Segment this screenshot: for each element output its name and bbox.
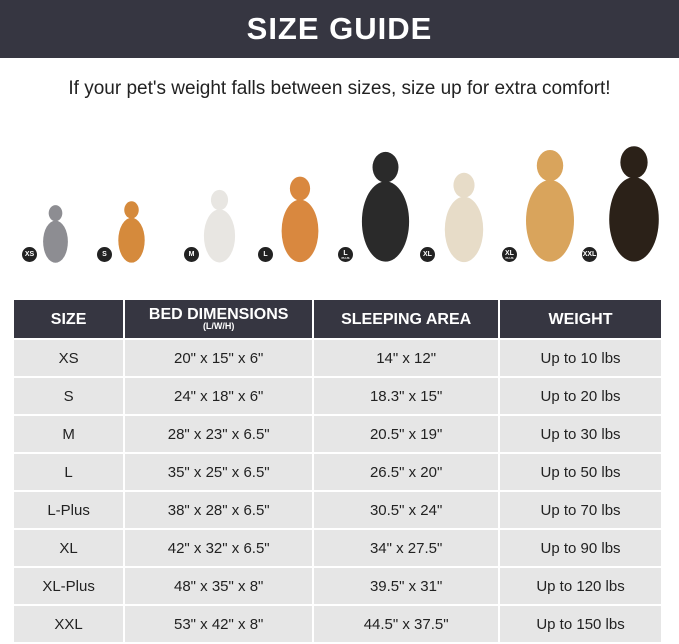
table-cell: 44.5" x 37.5" (314, 606, 499, 642)
badge-sub: PLUS (505, 255, 514, 260)
table-row: XL-Plus 48" x 35" x 8" 39.5" x 31" Up to 12… (14, 568, 661, 604)
badge-label: XS (24, 251, 35, 258)
pet-cat (40, 202, 71, 264)
column-header: WEIGHT (500, 300, 661, 338)
size-badge: XS (22, 247, 37, 262)
pet-doberman (603, 140, 665, 264)
badge-label: L (343, 249, 348, 257)
header-label: WEIGHT (548, 310, 613, 328)
table-cell: Up to 90 lbs (500, 530, 661, 566)
table-cell: XL-Plus (14, 568, 124, 604)
table-cell: XXL (14, 606, 124, 642)
size-badge: M (184, 247, 199, 262)
table-row: XS 20" x 15" x 6" 14" x 12" Up to 10 lbs (14, 340, 661, 376)
table-row: XXL 53" x 42" x 8" 44.5" x 37.5" Up to 150 … (14, 606, 661, 642)
table-cell: 34" x 27.5" (314, 530, 499, 566)
table-cell: S (14, 378, 124, 414)
badge-label: XL (505, 249, 514, 257)
size-badge: XL (420, 247, 435, 262)
size-badge: L PLUS (338, 247, 353, 262)
table-cell: XS (14, 340, 124, 376)
pet-golden-retriever (520, 144, 580, 264)
table-cell: 20" x 15" x 6" (125, 340, 313, 376)
header-label: SLEEPING AREA (341, 310, 472, 328)
table-cell: Up to 150 lbs (500, 606, 661, 642)
table-cell: 30.5" x 24" (314, 492, 499, 528)
pet-french-bulldog (200, 186, 239, 264)
badge-label: L (263, 251, 268, 258)
table-cell: Up to 70 lbs (500, 492, 661, 528)
table-row: L 35" x 25" x 6.5" 26.5" x 20" Up to 50 lbs (14, 454, 661, 490)
column-header: SLEEPING AREA (314, 300, 499, 338)
table-cell: 35" x 25" x 6.5" (125, 454, 313, 490)
table-cell: 26.5" x 20" (314, 454, 499, 490)
table-row: XL 42" x 32" x 6.5" 34" x 27.5" Up to 90 lb… (14, 530, 661, 566)
column-header: BED DIMENSIONS (L/W/H) (125, 300, 313, 338)
size-badge: S (97, 247, 112, 262)
table-cell: Up to 50 lbs (500, 454, 661, 490)
pet-pomeranian (115, 198, 148, 264)
table-cell: 53" x 42" x 8" (125, 606, 313, 642)
badge-label: XL (423, 251, 432, 258)
table-cell: M (14, 416, 124, 452)
header-sub: (L/W/H) (202, 321, 235, 331)
table-cell: 48" x 35" x 8" (125, 568, 313, 604)
table-cell: 42" x 32" x 6.5" (125, 530, 313, 566)
table-cell: L-Plus (14, 492, 124, 528)
badge-label: S (102, 251, 107, 258)
size-badge: XXL (582, 247, 597, 262)
page-title: SIZE GUIDE (246, 11, 433, 46)
size-badge: L (258, 247, 273, 262)
pet-border-collie (356, 146, 415, 264)
pet-lineup: XS S M L L PLUS XL XL PLUS XXL (0, 140, 679, 270)
table-cell: 18.3" x 15" (314, 378, 499, 414)
table-cell: Up to 10 lbs (500, 340, 661, 376)
table-cell: 39.5" x 31" (314, 568, 499, 604)
header-label: SIZE (50, 310, 87, 328)
table-cell: L (14, 454, 124, 490)
size-guide-banner: SIZE GUIDE (0, 0, 679, 58)
pet-shiba-inu (277, 172, 323, 264)
table-cell: 28" x 23" x 6.5" (125, 416, 313, 452)
badge-sub: PLUS (341, 255, 350, 260)
table-row: M 28" x 23" x 6.5" 20.5" x 19" Up to 30 lbs (14, 416, 661, 452)
table-cell: Up to 20 lbs (500, 378, 661, 414)
table-cell: XL (14, 530, 124, 566)
table-row: S 24" x 18" x 6" 18.3" x 15" Up to 20 lbs (14, 378, 661, 414)
table-row: L-Plus 38" x 28" x 6.5" 30.5" x 24" Up to 7… (14, 492, 661, 528)
table-cell: Up to 30 lbs (500, 416, 661, 452)
badge-label: M (188, 251, 195, 258)
size-badge: XL PLUS (502, 247, 517, 262)
table-cell: 24" x 18" x 6" (125, 378, 313, 414)
table-cell: 14" x 12" (314, 340, 499, 376)
size-table: SIZE BED DIMENSIONS (L/W/H) SLEEPING AREA WE… (12, 298, 663, 644)
table-cell: 20.5" x 19" (314, 416, 499, 452)
pet-labrador (440, 168, 488, 264)
table-cell: Up to 120 lbs (500, 568, 661, 604)
badge-label: XXL (582, 251, 597, 258)
column-header: SIZE (14, 300, 124, 338)
subtitle: If your pet's weight falls between sizes… (68, 78, 611, 99)
table-cell: 38" x 28" x 6.5" (125, 492, 313, 528)
header-label: BED DIMENSIONS (148, 306, 289, 323)
